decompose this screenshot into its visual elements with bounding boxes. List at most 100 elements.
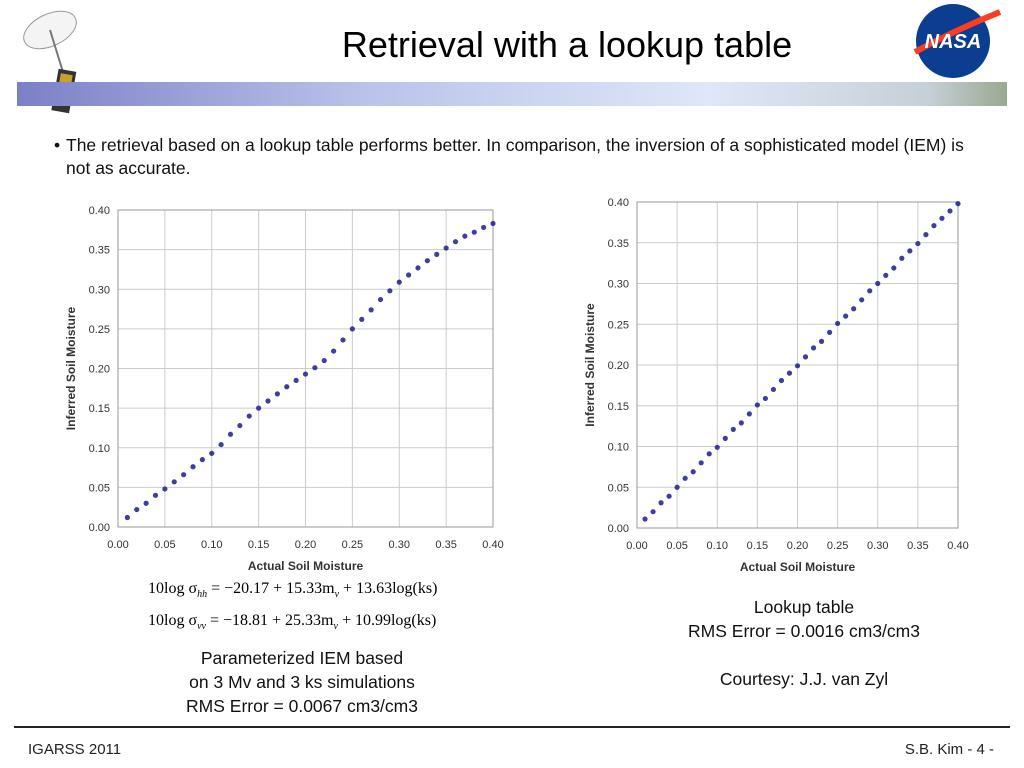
data-point xyxy=(666,493,672,499)
data-point xyxy=(706,451,712,457)
x-tick-label: 0.35 xyxy=(907,540,928,552)
equation-part: = −20.17 + 15.33m xyxy=(207,580,335,597)
y-tick-label: 0.20 xyxy=(608,360,629,372)
equation-subscript: v xyxy=(334,589,340,601)
equation-part: = −18.81 + 25.33m xyxy=(205,612,334,629)
data-point xyxy=(738,420,744,426)
data-point xyxy=(340,337,346,343)
data-point xyxy=(256,405,262,411)
equation-subscript: hh xyxy=(197,589,208,601)
y-tick-label: 0.25 xyxy=(89,324,110,336)
data-point xyxy=(481,224,487,231)
data-point xyxy=(818,338,825,344)
data-point xyxy=(642,516,648,522)
data-point xyxy=(443,245,449,251)
data-point xyxy=(274,391,280,397)
data-point xyxy=(284,384,290,390)
plot-frame xyxy=(117,209,494,528)
equation-subscript: vv xyxy=(197,621,206,633)
data-point xyxy=(349,326,355,332)
x-tick-label: 0.35 xyxy=(435,539,456,551)
data-point xyxy=(471,229,477,235)
data-point xyxy=(218,441,224,448)
y-tick-label: 0.15 xyxy=(608,401,629,413)
x-tick-label: 0.10 xyxy=(201,539,222,551)
data-point xyxy=(209,450,215,456)
data-point xyxy=(124,514,130,521)
data-point xyxy=(490,220,496,227)
caption-line: Parameterized IEM based xyxy=(200,648,404,668)
x-tick-label: 0.40 xyxy=(482,539,503,551)
y-tick-label: 0.25 xyxy=(608,319,629,331)
x-tick-label: 0.25 xyxy=(827,540,848,552)
data-point xyxy=(883,272,889,278)
data-point xyxy=(859,297,865,303)
x-tick-label: 0.10 xyxy=(707,540,728,552)
data-point xyxy=(730,426,736,432)
caption-line: RMS Error = 0.0016 cm3/cm3 xyxy=(688,621,920,641)
data-point xyxy=(827,329,833,335)
data-point xyxy=(786,370,793,376)
data-point xyxy=(915,240,921,247)
data-point xyxy=(424,258,430,264)
caption-line: RMS Error = 0.0067 cm3/cm3 xyxy=(186,696,418,716)
data-point xyxy=(406,272,412,278)
data-point xyxy=(650,509,656,515)
data-point xyxy=(722,435,728,441)
x-tick-label: 0.15 xyxy=(747,540,768,552)
x-tick-label: 0.15 xyxy=(248,539,269,551)
x-tick-label: 0.00 xyxy=(107,539,128,551)
y-tick-label: 0.40 xyxy=(89,205,110,217)
y-tick-label: 0.05 xyxy=(89,482,110,494)
data-point xyxy=(387,288,393,294)
y-tick-label: 0.00 xyxy=(608,523,629,535)
data-point xyxy=(778,377,785,384)
caption-line: on 3 Mv and 3 ks simulations xyxy=(189,672,415,692)
y-tick-label: 0.10 xyxy=(608,442,629,454)
data-point xyxy=(434,251,440,257)
data-point xyxy=(359,316,365,322)
data-point xyxy=(835,320,841,327)
x-tick-label: 0.25 xyxy=(342,539,363,551)
data-point xyxy=(867,288,873,294)
data-point xyxy=(658,500,664,506)
y-tick-label: 0.10 xyxy=(89,443,110,455)
x-axis-label: Actual Soil Moisture xyxy=(248,559,364,573)
data-point xyxy=(891,265,897,271)
bullet-text: The retrieval based on a lookup table pe… xyxy=(54,134,966,180)
equation: 10log σhh = −20.17 + 15.33mv + 13.63log(… xyxy=(148,580,437,600)
y-axis-label: Inferred Soil Moisture xyxy=(64,307,78,431)
data-point xyxy=(246,413,252,419)
courtesy: Courtesy: J.J. van Zyl xyxy=(719,669,889,689)
data-point xyxy=(770,386,777,393)
x-tick-label: 0.05 xyxy=(154,539,175,551)
x-tick-label: 0.40 xyxy=(947,540,968,552)
x-tick-label: 0.30 xyxy=(389,539,410,551)
data-point xyxy=(794,363,801,369)
footer-line xyxy=(14,726,1010,728)
equation-part: 10log σ xyxy=(148,612,198,629)
data-point xyxy=(302,371,309,377)
x-tick-label: 0.20 xyxy=(295,539,316,551)
data-point xyxy=(152,492,159,498)
data-point xyxy=(171,479,177,485)
data-point xyxy=(810,345,817,351)
data-point xyxy=(931,223,937,229)
data-point xyxy=(143,500,149,506)
data-point xyxy=(851,306,857,312)
data-point xyxy=(947,208,953,214)
data-point xyxy=(312,365,318,371)
y-axis-label: Inferred Soil Moisture xyxy=(583,303,597,427)
equation-part: + 13.63log(ks) xyxy=(339,580,438,597)
data-point xyxy=(321,357,327,364)
data-point xyxy=(939,215,945,221)
data-point xyxy=(754,402,760,408)
data-point xyxy=(762,395,769,402)
data-point xyxy=(714,444,720,450)
data-point xyxy=(907,248,913,254)
data-point xyxy=(690,469,696,475)
x-tick-label: 0.05 xyxy=(666,540,687,552)
data-point xyxy=(227,431,234,437)
